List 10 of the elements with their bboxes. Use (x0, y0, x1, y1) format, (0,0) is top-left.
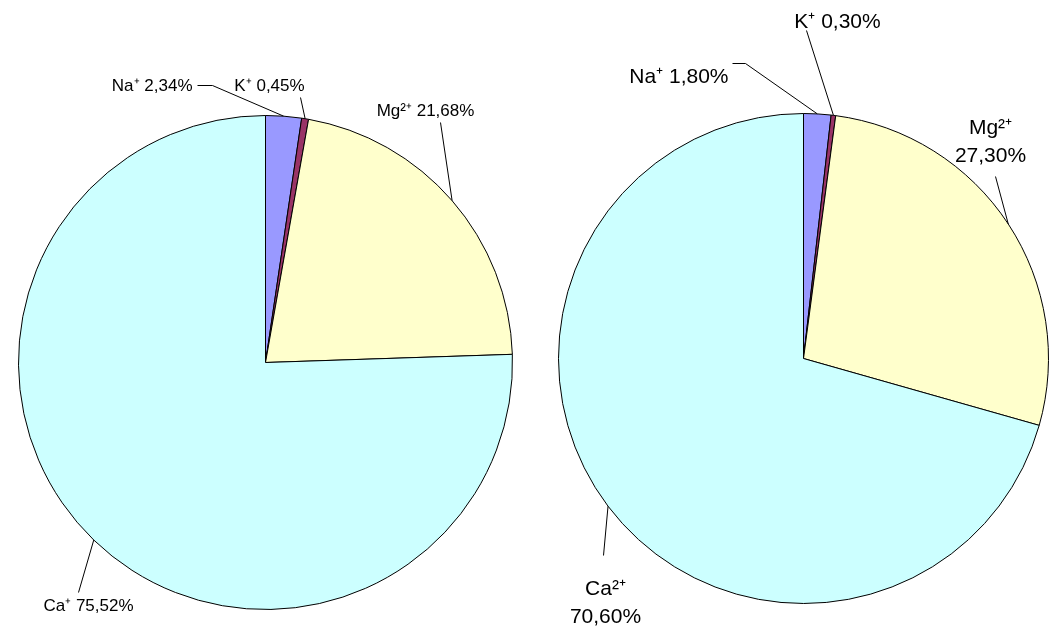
slice-label: Mg²⁺ (968, 115, 1013, 139)
data-label: 70,60% (569, 603, 642, 627)
data-label: 27,30% (954, 142, 1027, 166)
slice-label: K⁺ 0,30% (794, 9, 881, 32)
slice-label: K⁺ 0,45% (234, 76, 305, 95)
slice-label: Ca²⁺ (585, 576, 626, 600)
slice-label: Na⁺ 1,80% (629, 64, 729, 87)
slice-label: Na⁺ 2,34% (111, 76, 193, 95)
slice-label: Mg²⁺ 21,68% (376, 101, 475, 120)
slice-label: Ca⁺ 75,52% (43, 596, 134, 615)
